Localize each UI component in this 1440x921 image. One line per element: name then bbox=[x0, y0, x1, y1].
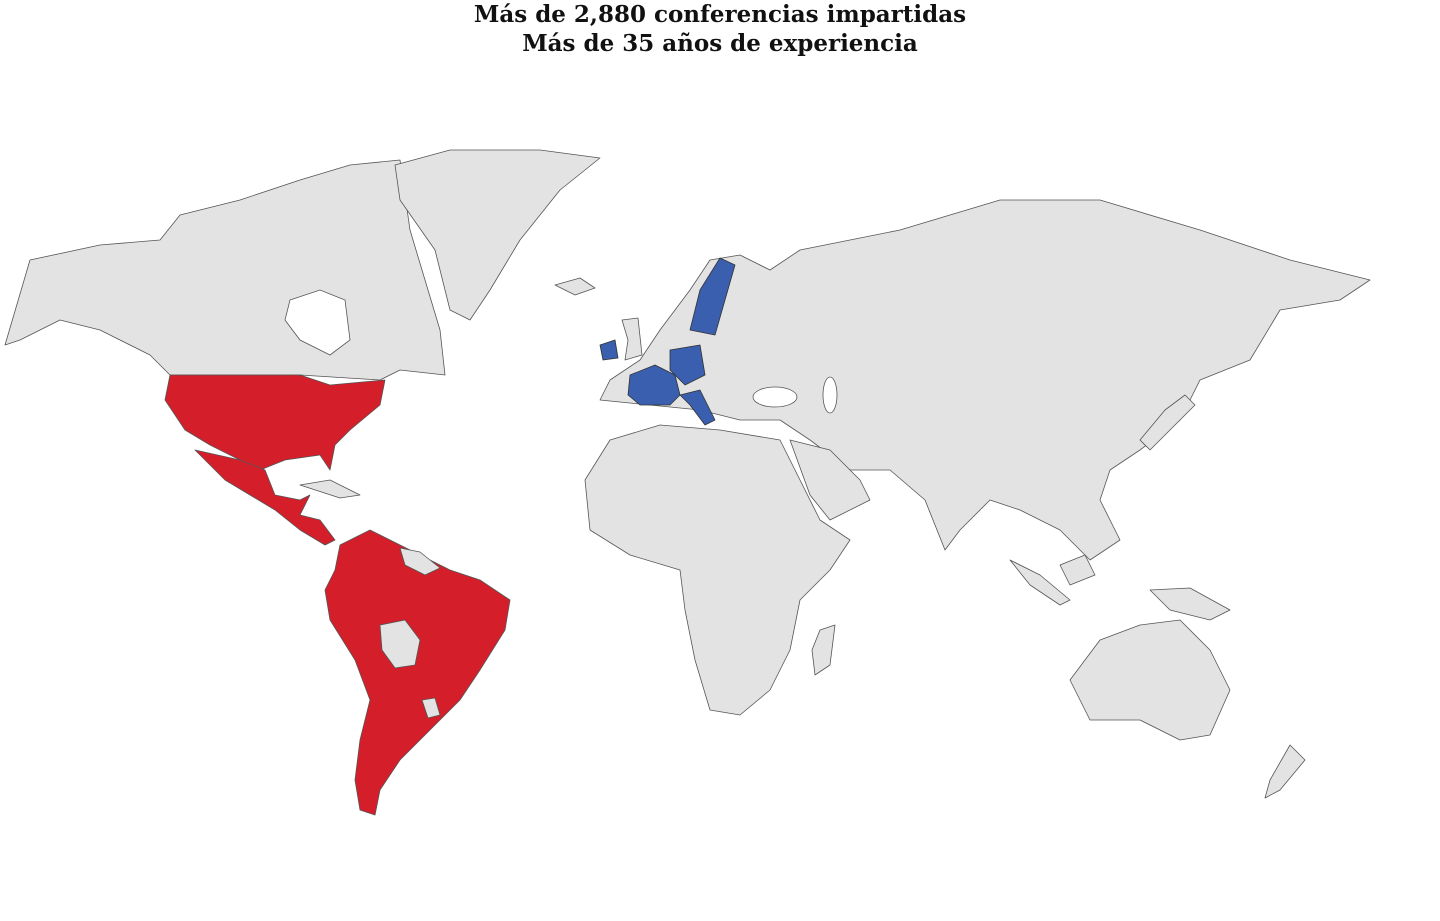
land bbox=[1059, 554, 1096, 586]
land bbox=[554, 277, 596, 296]
land bbox=[789, 439, 871, 521]
water bbox=[284, 289, 351, 356]
water bbox=[752, 386, 798, 408]
land bbox=[1149, 587, 1231, 621]
title-line: Más de 2,880 conferencias impartidas bbox=[473, 1, 967, 28]
land bbox=[621, 317, 643, 361]
highlighted-country bbox=[599, 339, 619, 361]
land bbox=[1264, 744, 1306, 799]
highlighted-country bbox=[689, 257, 736, 336]
land bbox=[584, 424, 851, 716]
highlighted-country bbox=[669, 344, 706, 386]
highlighted-country bbox=[194, 449, 336, 546]
highlighted-country bbox=[627, 364, 681, 406]
land bbox=[299, 479, 361, 499]
highlighted-country bbox=[164, 374, 386, 471]
land bbox=[379, 619, 421, 669]
highlighted-country bbox=[679, 389, 716, 426]
land bbox=[1009, 559, 1071, 606]
highlighted-country bbox=[324, 529, 511, 816]
land bbox=[421, 697, 441, 719]
land bbox=[4, 159, 446, 381]
land bbox=[394, 149, 601, 321]
land bbox=[811, 624, 836, 676]
map-title: Más de 2,880 conferencias impartidas Más… bbox=[0, 0, 1440, 58]
water bbox=[822, 376, 838, 414]
land bbox=[399, 547, 441, 576]
title-line: Más de 35 años de experiencia bbox=[522, 30, 918, 57]
land bbox=[1069, 619, 1231, 741]
land bbox=[1139, 394, 1196, 451]
